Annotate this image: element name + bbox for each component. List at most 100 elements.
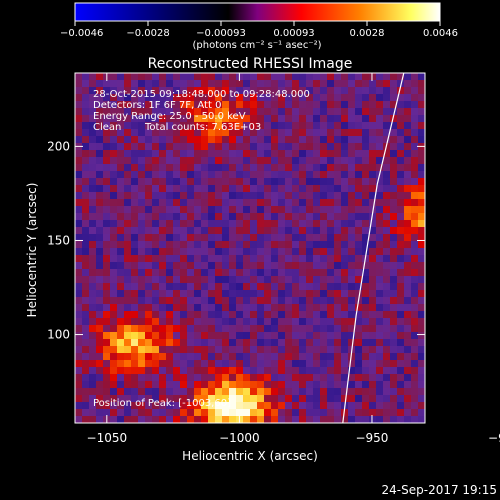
- annotation-time: 28-Oct-2015 09:18:48.000 to 09:28:48.000: [93, 89, 310, 100]
- heatmap-cell: [229, 325, 237, 333]
- heatmap-cell: [418, 192, 425, 200]
- heatmap-cell: [166, 402, 174, 410]
- heatmap-cell: [320, 101, 328, 109]
- heatmap-cell: [138, 171, 146, 179]
- heatmap-cell: [236, 213, 244, 221]
- heatmap-cell: [180, 206, 188, 214]
- heatmap-cell: [110, 108, 118, 116]
- heatmap-cell: [264, 234, 272, 242]
- heatmap-cell: [411, 220, 419, 228]
- heatmap-cell: [222, 325, 230, 333]
- heatmap-cell: [96, 381, 104, 389]
- heatmap-cell: [376, 381, 384, 389]
- heatmap-cell: [404, 367, 412, 375]
- heatmap-cell: [383, 283, 391, 291]
- heatmap-cell: [166, 199, 174, 207]
- heatmap-cell: [355, 283, 363, 291]
- heatmap-cell: [138, 94, 146, 102]
- heatmap-cell: [411, 346, 419, 354]
- heatmap-cell: [159, 304, 167, 312]
- heatmap-cell: [299, 353, 307, 361]
- heatmap-cell: [131, 388, 139, 396]
- heatmap-cell: [369, 178, 377, 186]
- heatmap-cell: [187, 388, 195, 396]
- heatmap-cell: [159, 283, 167, 291]
- heatmap-cell: [222, 122, 230, 130]
- heatmap-cell: [264, 178, 272, 186]
- heatmap-cell: [411, 157, 419, 165]
- heatmap-cell: [327, 241, 335, 249]
- heatmap-cell: [208, 374, 216, 382]
- heatmap-cell: [124, 290, 132, 298]
- heatmap-cell: [229, 171, 237, 179]
- heatmap-cell: [390, 367, 398, 375]
- heatmap-cell: [334, 227, 342, 235]
- heatmap-cell: [320, 220, 328, 228]
- heatmap-cell: [292, 234, 300, 242]
- heatmap-cell: [236, 192, 244, 200]
- heatmap-cell: [376, 73, 384, 81]
- heatmap-cell: [208, 136, 216, 144]
- heatmap-cell: [271, 157, 279, 165]
- heatmap-cell: [383, 332, 391, 340]
- heatmap-cell: [131, 297, 139, 305]
- heatmap-cell: [257, 136, 265, 144]
- heatmap-cell: [75, 73, 83, 81]
- heatmap-cell: [201, 80, 209, 88]
- heatmap-cell: [411, 108, 419, 116]
- heatmap-cell: [320, 381, 328, 389]
- heatmap-cell: [180, 94, 188, 102]
- heatmap-cell: [117, 129, 125, 137]
- heatmap-cell: [82, 101, 90, 109]
- heatmap-cell: [341, 171, 349, 179]
- heatmap-cell: [208, 283, 216, 291]
- heatmap-cell: [369, 388, 377, 396]
- heatmap-cell: [208, 290, 216, 298]
- heatmap-cell: [201, 374, 209, 382]
- heatmap-cell: [208, 381, 216, 389]
- heatmap-cell: [271, 262, 279, 270]
- heatmap-cell: [131, 192, 139, 200]
- heatmap-cell: [341, 360, 349, 368]
- heatmap-cell: [194, 164, 202, 172]
- heatmap-cell: [271, 311, 279, 319]
- heatmap-cell: [250, 101, 258, 109]
- heatmap-cell: [124, 353, 132, 361]
- heatmap-cell: [334, 178, 342, 186]
- heatmap-cell: [82, 87, 90, 95]
- heatmap-cell: [292, 304, 300, 312]
- annotation-peak-position: Position of Peak: [-1003,60]: [93, 398, 231, 409]
- heatmap-cell: [152, 339, 160, 347]
- heatmap-cell: [117, 94, 125, 102]
- heatmap-cell: [313, 409, 321, 417]
- heatmap-cell: [271, 346, 279, 354]
- heatmap-cell: [327, 269, 335, 277]
- heatmap-cell: [334, 185, 342, 193]
- heatmap-cell: [299, 262, 307, 270]
- heatmap-cell: [166, 73, 174, 81]
- heatmap-cell: [229, 262, 237, 270]
- heatmap-cell: [383, 374, 391, 382]
- heatmap-cell: [257, 388, 265, 396]
- heatmap-cell: [159, 248, 167, 256]
- heatmap-cell: [362, 206, 370, 214]
- heatmap-cell: [215, 220, 223, 228]
- heatmap-cell: [89, 276, 97, 284]
- heatmap-cell: [348, 409, 356, 417]
- heatmap-cell: [89, 178, 97, 186]
- heatmap-cell: [292, 73, 300, 81]
- heatmap-cell: [383, 87, 391, 95]
- heatmap-cell: [299, 255, 307, 263]
- heatmap-cell: [362, 136, 370, 144]
- x-tick-label: −1050: [87, 431, 128, 445]
- heatmap-cell: [404, 73, 412, 81]
- heatmap-cell: [299, 213, 307, 221]
- heatmap-cell: [82, 150, 90, 158]
- heatmap-cell: [138, 248, 146, 256]
- heatmap-cell: [82, 171, 90, 179]
- heatmap-cell: [152, 206, 160, 214]
- heatmap-cell: [285, 409, 293, 417]
- heatmap-cell: [159, 164, 167, 172]
- heatmap-cell: [229, 241, 237, 249]
- heatmap-cell: [348, 304, 356, 312]
